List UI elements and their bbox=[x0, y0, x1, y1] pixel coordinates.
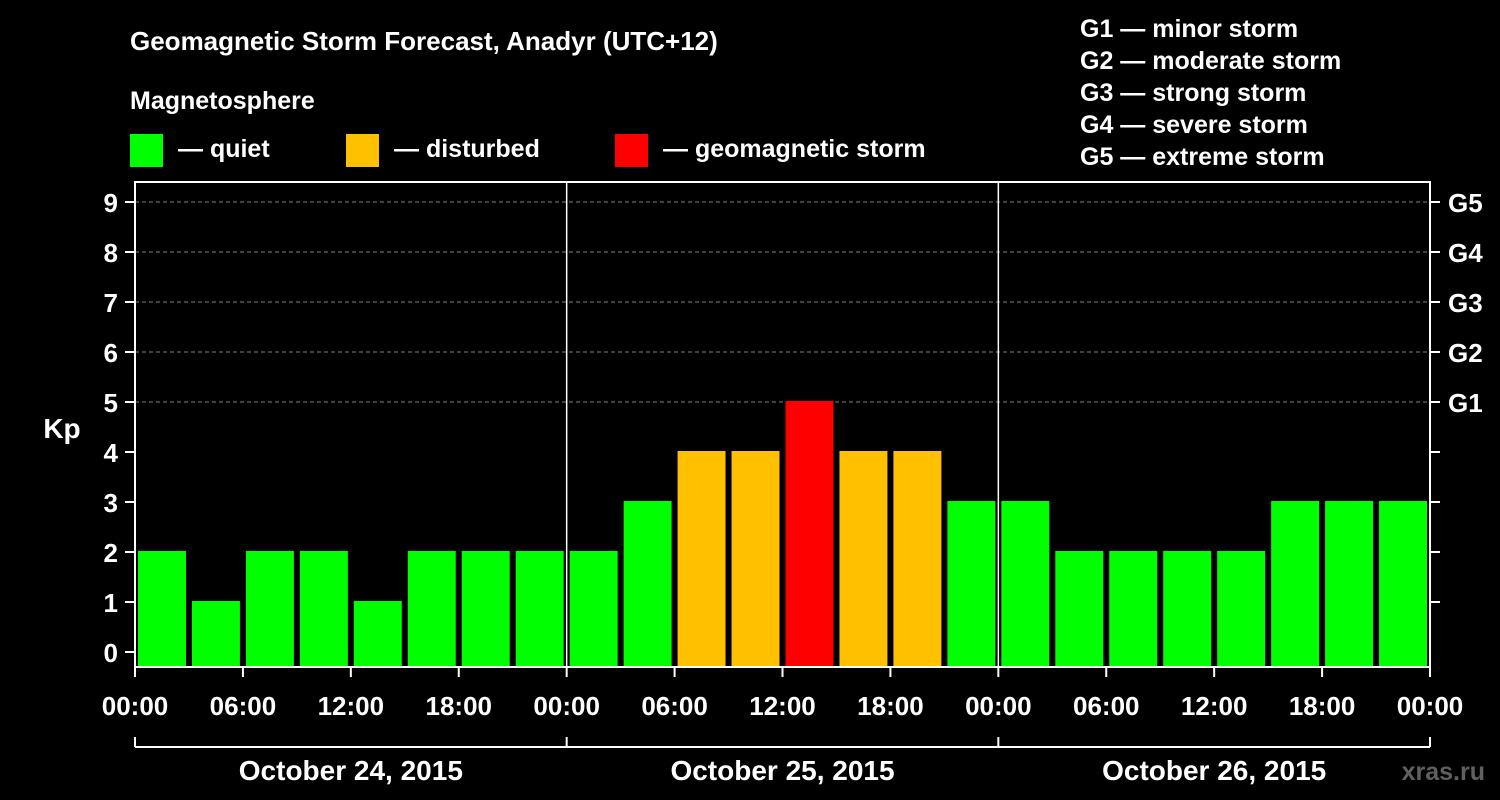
kp-bar bbox=[138, 551, 186, 667]
storm-scale-g1: G1 — minor storm bbox=[1080, 15, 1298, 43]
y-axis-label: Kp bbox=[43, 413, 80, 444]
kp-bar bbox=[407, 551, 456, 667]
kp-bar bbox=[569, 551, 618, 667]
x-tick-label: 00:00 bbox=[102, 691, 169, 721]
kp-bar bbox=[839, 451, 888, 667]
g-scale-label: G2 bbox=[1448, 338, 1483, 368]
storm-scale-g3: G3 — strong storm bbox=[1080, 79, 1306, 107]
y-tick-label: 1 bbox=[104, 588, 118, 618]
kp-bar bbox=[461, 551, 510, 667]
day-label: October 24, 2015 bbox=[239, 755, 463, 786]
kp-bar bbox=[785, 401, 834, 667]
y-tick-label: 9 bbox=[104, 188, 118, 218]
storm-scale-legend: G1 — minor storm G2 — moderate storm G3 … bbox=[1080, 15, 1341, 171]
x-tick-label: 06:00 bbox=[641, 691, 708, 721]
y-tick-label: 6 bbox=[104, 338, 118, 368]
x-tick-label: 18:00 bbox=[426, 691, 493, 721]
kp-bar bbox=[1325, 501, 1374, 667]
g-scale-label: G1 bbox=[1448, 388, 1483, 418]
kp-bar bbox=[245, 551, 294, 667]
legend-swatch-disturbed bbox=[346, 134, 379, 167]
grid-lines bbox=[135, 201, 1430, 403]
storm-scale-g2: G2 — moderate storm bbox=[1080, 47, 1341, 75]
legend-label-quiet: — quiet bbox=[178, 135, 270, 163]
x-tick-label: 18:00 bbox=[1289, 691, 1356, 721]
legend-swatch-storm bbox=[615, 134, 648, 167]
x-tick-label: 12:00 bbox=[1181, 691, 1248, 721]
x-tick-label: 00:00 bbox=[533, 691, 600, 721]
kp-bar bbox=[731, 451, 780, 667]
y-tick-label: 8 bbox=[104, 238, 118, 268]
g-scale-label: G3 bbox=[1448, 288, 1483, 318]
y-tick-label: 2 bbox=[104, 538, 118, 568]
y-tick-label: 7 bbox=[104, 288, 118, 318]
kp-bar bbox=[515, 551, 564, 667]
chart-title: Geomagnetic Storm Forecast, Anadyr (UTC+… bbox=[130, 26, 718, 56]
y-tick-label: 4 bbox=[104, 438, 119, 468]
kp-bar bbox=[299, 551, 348, 667]
kp-bar bbox=[1001, 501, 1050, 667]
x-tick-label: 18:00 bbox=[857, 691, 924, 721]
status-legend: — quiet — disturbed — geomagnetic storm bbox=[130, 134, 926, 167]
y-tick-label: 0 bbox=[104, 638, 118, 668]
x-tick-label: 06:00 bbox=[210, 691, 277, 721]
x-tick-label: 00:00 bbox=[1397, 691, 1464, 721]
kp-bar bbox=[1055, 551, 1104, 667]
kp-bar bbox=[1217, 551, 1266, 667]
kp-bar bbox=[1379, 501, 1427, 667]
x-tick-label: 12:00 bbox=[749, 691, 816, 721]
kp-bar bbox=[947, 501, 996, 667]
watermark: xras.ru bbox=[1402, 758, 1485, 786]
g-scale-label: G4 bbox=[1448, 238, 1483, 268]
bars bbox=[138, 401, 1427, 667]
y-tick-label: 5 bbox=[104, 388, 118, 418]
y-tick-label: 3 bbox=[104, 488, 118, 518]
kp-bar bbox=[191, 601, 240, 667]
kp-bar bbox=[1271, 501, 1320, 667]
kp-bar bbox=[623, 501, 672, 667]
x-tick-label: 06:00 bbox=[1073, 691, 1140, 721]
legend-label-storm: — geomagnetic storm bbox=[663, 135, 926, 163]
day-label: October 25, 2015 bbox=[670, 755, 894, 786]
legend-swatch-quiet bbox=[130, 134, 163, 167]
axes bbox=[125, 181, 1440, 748]
storm-scale-g5: G5 — extreme storm bbox=[1080, 143, 1325, 171]
kp-bar bbox=[1163, 551, 1212, 667]
legend-label-disturbed: — disturbed bbox=[394, 135, 540, 163]
kp-bar bbox=[677, 451, 726, 667]
kp-bar bbox=[1109, 551, 1158, 667]
kp-bar bbox=[353, 601, 402, 667]
kp-bar bbox=[893, 451, 942, 667]
axis-labels: 0 1 2 3 4 5 6 7 8 9 G1 G2 G3 G4 G5 00:00 06:00 12:00 18:00… bbox=[102, 188, 1483, 786]
g-scale-label: G5 bbox=[1448, 188, 1483, 218]
x-tick-label: 00:00 bbox=[965, 691, 1032, 721]
storm-scale-g4: G4 — severe storm bbox=[1080, 111, 1308, 139]
magnetosphere-label: Magnetosphere bbox=[130, 87, 315, 115]
day-label: October 26, 2015 bbox=[1102, 755, 1326, 786]
x-tick-label: 12:00 bbox=[318, 691, 385, 721]
